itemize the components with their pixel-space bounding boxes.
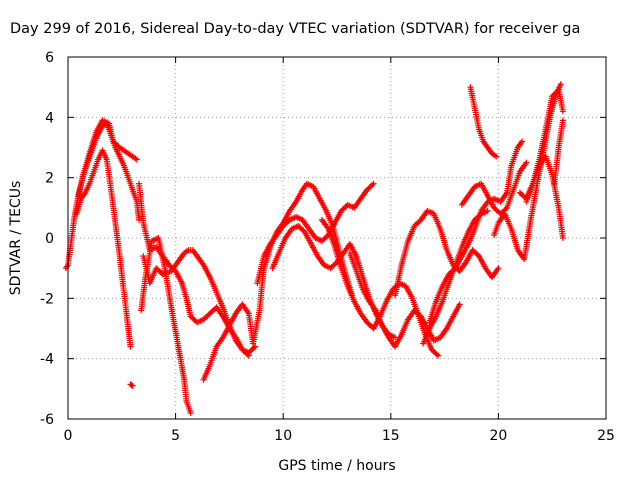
data-point — [187, 409, 194, 416]
y-tick-label: 6 — [45, 50, 54, 66]
data-point — [370, 180, 377, 187]
x-tick-label: 25 — [597, 428, 615, 444]
y-tick-label: 4 — [45, 110, 54, 126]
y-tick-labels: -6 -4 -2 0 2 4 6 — [40, 50, 54, 428]
series-s8 — [200, 180, 356, 383]
series-s11 — [318, 216, 442, 359]
data-point — [559, 108, 566, 115]
data-point — [557, 81, 564, 88]
y-tick-label: -4 — [40, 352, 54, 368]
x-tick-label: 10 — [274, 428, 292, 444]
data-point — [519, 138, 526, 145]
data-point — [369, 181, 376, 188]
data-points — [62, 81, 566, 416]
data-point — [252, 343, 259, 350]
x-tick-labels: 0 5 10 15 20 25 — [64, 428, 615, 444]
series-s20 — [523, 153, 566, 241]
series-s6 — [138, 235, 194, 416]
y-axis-label: SDTVAR / TECUs — [8, 181, 24, 296]
data-point — [559, 235, 566, 241]
series-s12 — [346, 250, 463, 350]
data-point — [435, 352, 442, 359]
series-s13 — [392, 207, 502, 299]
x-tick-label: 0 — [64, 428, 73, 444]
data-point — [244, 351, 251, 358]
x-axis-label: GPS time / hours — [278, 458, 395, 474]
x-tick-label: 5 — [171, 428, 180, 444]
series-s4 — [127, 381, 136, 389]
data-point — [129, 382, 136, 389]
series-s18 — [491, 81, 564, 263]
series-s16 — [458, 159, 530, 217]
data-point — [502, 206, 509, 213]
y-tick-label: 2 — [45, 171, 54, 187]
series-s17 — [467, 84, 500, 160]
data-point — [245, 352, 252, 359]
y-tick-label: -6 — [40, 412, 54, 428]
series-s9 — [254, 180, 377, 287]
data-point — [523, 159, 530, 166]
data-point — [133, 156, 140, 163]
data-point — [493, 153, 500, 160]
series-s7 — [140, 247, 252, 359]
x-tick-label: 20 — [489, 428, 507, 444]
plot-frame — [67, 56, 607, 420]
series-s2 — [73, 147, 134, 350]
data-point — [128, 382, 135, 389]
data-point — [127, 343, 134, 350]
chart-title: Day 299 of 2016, Sidereal Day-to-day VTE… — [10, 21, 580, 37]
data-point — [433, 351, 440, 358]
data-point — [250, 344, 257, 351]
data-point — [456, 301, 463, 308]
data-point — [495, 265, 502, 272]
series-s15 — [420, 207, 491, 347]
series-s21 — [551, 117, 566, 187]
data-point — [559, 117, 566, 124]
y-tick-label: -2 — [40, 291, 54, 307]
series-s1 — [62, 117, 140, 272]
y-tick-label: 0 — [45, 231, 54, 247]
x-tick-label: 15 — [382, 428, 400, 444]
data-point — [484, 207, 491, 214]
data-point — [136, 216, 143, 223]
